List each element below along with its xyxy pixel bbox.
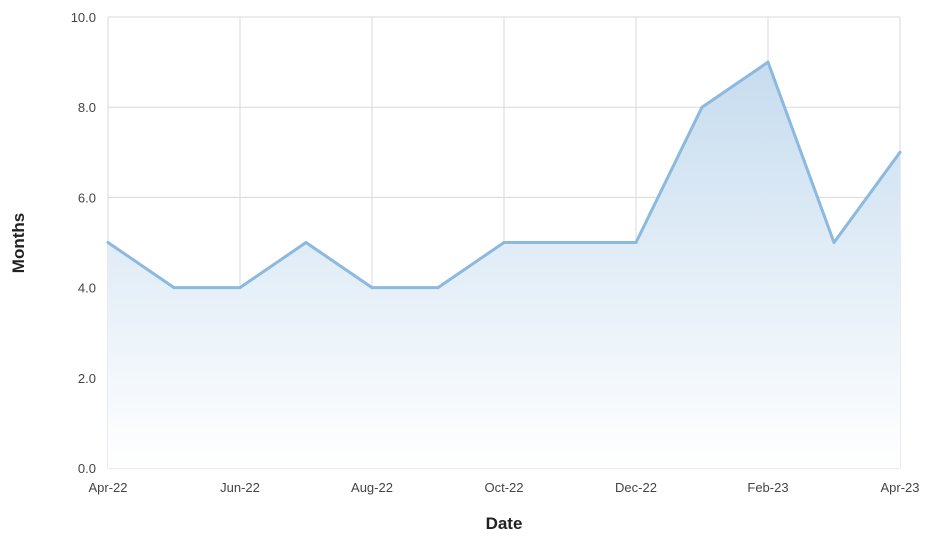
data-point [436, 286, 440, 290]
x-tick-label: Jun-22 [220, 480, 260, 495]
data-point [568, 241, 572, 244]
data-point [304, 241, 308, 244]
y-axis-title: Months [9, 213, 28, 273]
data-point [766, 60, 770, 64]
y-tick-label: 4.0 [78, 281, 96, 296]
x-tick-label: Apr-22 [88, 480, 127, 495]
data-point [238, 286, 242, 290]
data-point [172, 286, 176, 290]
y-tick-label: 0.0 [78, 461, 96, 476]
data-point [832, 241, 836, 244]
data-point [502, 241, 506, 244]
x-axis-title: Date [486, 514, 523, 533]
data-point [898, 150, 902, 154]
y-tick-label: 8.0 [78, 100, 96, 115]
y-axis-ticks: 0.0 2.0 4.0 6.0 8.0 10.0 [71, 10, 96, 476]
x-tick-label: Feb-23 [747, 480, 788, 495]
data-point [634, 241, 638, 244]
data-point [700, 105, 704, 109]
x-tick-label: Apr-23 [880, 480, 919, 495]
x-tick-label: Dec-22 [615, 480, 657, 495]
data-point [106, 241, 110, 244]
x-axis-ticks: Apr-22 Jun-22 Aug-22 Oct-22 Dec-22 Feb-23 Apr-… [88, 480, 919, 495]
y-tick-label: 6.0 [78, 190, 96, 205]
area-fill [108, 62, 900, 468]
series-area [106, 60, 902, 468]
data-point [370, 286, 374, 290]
x-tick-label: Aug-22 [351, 480, 393, 495]
y-tick-label: 10.0 [71, 10, 96, 25]
x-tick-label: Oct-22 [484, 480, 523, 495]
y-tick-label: 2.0 [78, 371, 96, 386]
